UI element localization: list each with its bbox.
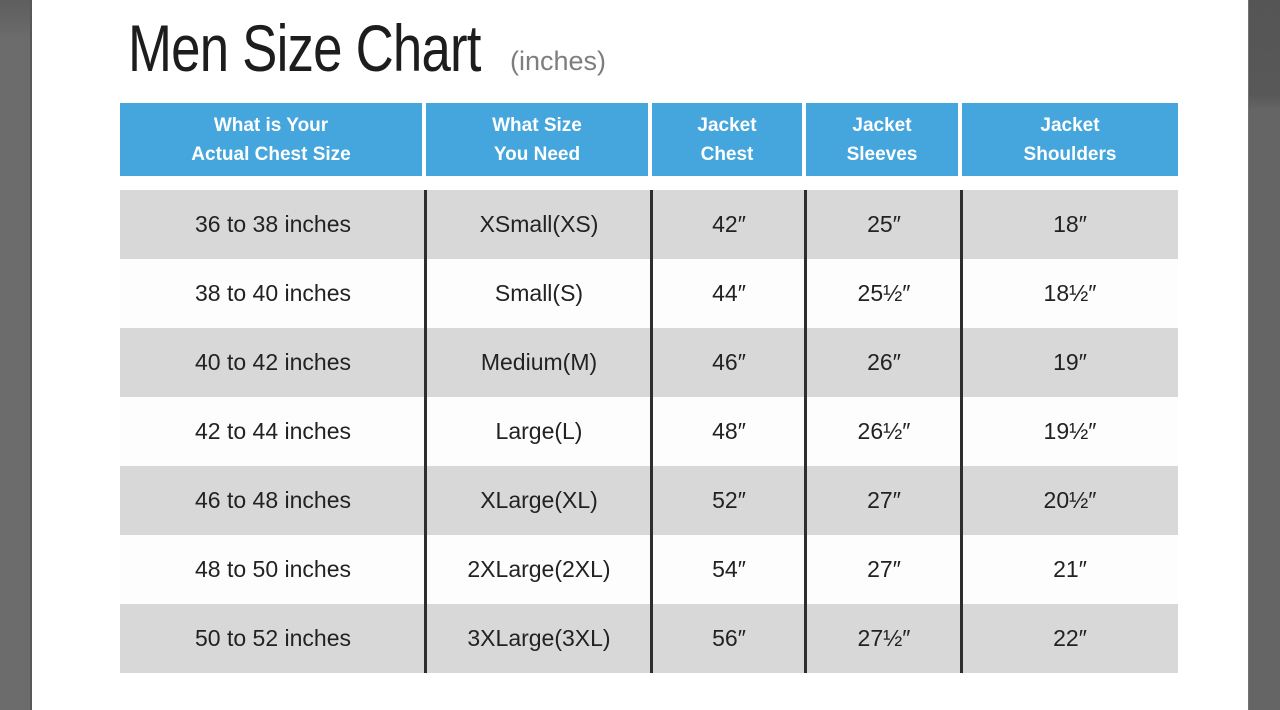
table-cell: 42 to 44 inches xyxy=(194,418,351,444)
table-cell: 54″ xyxy=(712,556,746,582)
table-row: 38 to 40 inches Small(S) 44″ 25½″ 18½″ xyxy=(120,259,1178,328)
header-cell-actual-chest-size: What is Your Actual Chest Size xyxy=(120,103,426,176)
table-row: 48 to 50 inches 2XLarge(2XL) 54″ 27″ 21″ xyxy=(120,535,1178,604)
header-line: You Need xyxy=(493,143,581,165)
table-cell: 19″ xyxy=(1053,349,1087,375)
table-cell: 21″ xyxy=(1053,556,1087,582)
table-row: 40 to 42 inches Medium(M) 46″ 26″ 19″ xyxy=(120,328,1178,397)
table-cell: 25″ xyxy=(867,211,901,237)
table-cell: 26½″ xyxy=(857,418,911,444)
table-cell: Medium(M) xyxy=(480,349,598,375)
left-edge-bar xyxy=(0,0,32,710)
table-cell: 48 to 50 inches xyxy=(194,556,351,582)
table-cell: 20½″ xyxy=(1043,487,1097,513)
header-line: Jacket xyxy=(697,114,757,136)
header-line: Jacket xyxy=(1040,114,1100,136)
table-cell: 40 to 42 inches xyxy=(194,349,351,375)
header-cell-size-you-need: What Size You Need xyxy=(426,103,652,176)
table-row: 36 to 38 inches XSmall(XS) 42″ 25″ 18″ xyxy=(120,190,1178,259)
table-cell: 3XLarge(3XL) xyxy=(467,625,611,651)
table-cell: 44″ xyxy=(712,280,746,306)
table-cell: 27″ xyxy=(867,556,901,582)
table-body: 36 to 38 inches XSmall(XS) 42″ 25″ 18″ 38 to … xyxy=(120,190,1178,673)
table-row: 42 to 44 inches Large(L) 48″ 26½″ 19½″ xyxy=(120,397,1178,466)
table-cell: 48″ xyxy=(712,418,746,444)
table-cell: 50 to 52 inches xyxy=(194,625,351,651)
table-cell: 27″ xyxy=(867,487,901,513)
column-divider xyxy=(960,190,963,673)
table-cell: 19½″ xyxy=(1043,418,1097,444)
size-chart-table: What is Your Actual Chest Size What Size… xyxy=(120,103,1178,673)
table-cell: 42″ xyxy=(712,211,746,237)
table-cell: 46 to 48 inches xyxy=(194,487,351,513)
table-cell: 27½″ xyxy=(857,625,911,651)
header-line: Jacket xyxy=(852,114,912,136)
table-cell: 38 to 40 inches xyxy=(194,280,351,306)
header-line: What Size xyxy=(492,114,582,136)
table-cell: 56″ xyxy=(712,625,746,651)
column-divider xyxy=(424,190,427,673)
table-cell: 36 to 38 inches xyxy=(194,211,351,237)
header-body-gap xyxy=(120,176,1178,190)
header-cell-jacket-chest: Jacket Chest xyxy=(652,103,806,176)
column-divider xyxy=(650,190,653,673)
table-cell: 18″ xyxy=(1053,211,1087,237)
header-line: Shoulders xyxy=(1023,143,1117,165)
table-cell: 26″ xyxy=(867,349,901,375)
table-row: 50 to 52 inches 3XLarge(3XL) 56″ 27½″ 22″ xyxy=(120,604,1178,673)
table-cell: XSmall(XS) xyxy=(479,211,599,237)
right-edge-bar xyxy=(1248,0,1280,710)
table-header-row: What is Your Actual Chest Size What Size… xyxy=(120,103,1178,176)
table-cell: Small(S) xyxy=(494,280,584,306)
header-line: Sleeves xyxy=(846,143,918,165)
table-cell: 25½″ xyxy=(857,280,911,306)
page-title: Men Size Chart xyxy=(128,11,481,85)
table-cell: 22″ xyxy=(1053,625,1087,651)
header-cell-jacket-sleeves: Jacket Sleeves xyxy=(806,103,962,176)
table-cell: Large(L) xyxy=(495,418,583,444)
table-cell: 52″ xyxy=(712,487,746,513)
header-line: Chest xyxy=(700,143,754,165)
header-line: Actual Chest Size xyxy=(191,143,351,165)
page-title-units: (inches) xyxy=(510,46,607,76)
header-line: What is Your xyxy=(213,114,329,136)
header-cell-jacket-shoulders: Jacket Shoulders xyxy=(962,103,1178,176)
column-divider xyxy=(804,190,807,673)
table-cell: 18½″ xyxy=(1043,280,1097,306)
table-row: 46 to 48 inches XLarge(XL) 52″ 27″ 20½″ xyxy=(120,466,1178,535)
table-cell: XLarge(XL) xyxy=(480,487,598,513)
table-cell: 46″ xyxy=(712,349,746,375)
table-cell: 2XLarge(2XL) xyxy=(467,556,611,582)
